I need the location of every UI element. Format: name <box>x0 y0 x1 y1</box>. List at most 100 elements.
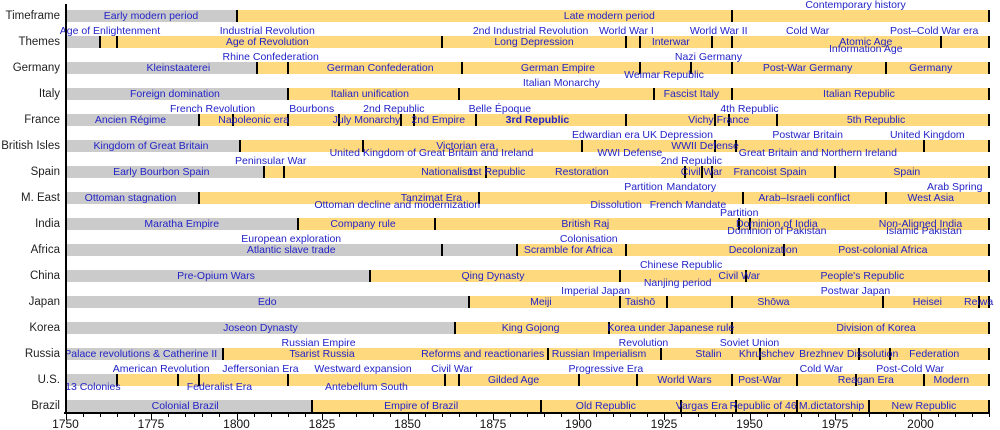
era-label[interactable]: Foreign domination <box>129 88 220 100</box>
era-label[interactable]: Information Age <box>828 43 903 55</box>
era-label[interactable]: Colonisation <box>559 233 618 245</box>
era-label[interactable]: Tsarist Russia <box>289 348 355 360</box>
era-label[interactable]: United Kingdom of Great Britain and Irel… <box>329 147 534 159</box>
era-label[interactable]: Nanjing period <box>643 277 712 289</box>
era-label[interactable]: Old Republic <box>575 400 636 412</box>
era-label[interactable]: WWII Defense <box>671 140 739 152</box>
era-label[interactable]: Federalist Era <box>186 381 253 393</box>
era-label[interactable]: Early Bourbon Spain <box>113 166 210 178</box>
era-label[interactable]: People's Republic <box>820 270 905 282</box>
era-label[interactable]: Spain <box>893 166 921 178</box>
era-label[interactable]: Partition <box>719 207 759 219</box>
era-label[interactable]: Industrial Revolution <box>219 25 315 37</box>
era-label[interactable]: Kingdom of Great Britain <box>93 140 209 152</box>
era-label[interactable]: Republic of 46 <box>729 400 797 412</box>
era-label[interactable]: Ancien Régime <box>94 114 167 126</box>
era-label[interactable]: 2nd Republic <box>660 155 723 167</box>
era-label[interactable]: Restoration <box>555 166 609 178</box>
era-label[interactable]: Weimar Republic <box>624 69 704 81</box>
era-label[interactable]: Taishō <box>624 296 656 308</box>
era-label[interactable]: Khrushchev <box>738 348 795 360</box>
era-label[interactable]: American Revolution <box>112 363 210 375</box>
era-label[interactable]: Dissolution <box>846 348 899 360</box>
era-label[interactable]: Post-Cold War <box>876 363 945 375</box>
era-label[interactable]: Post-colonial Africa <box>838 244 928 256</box>
era-label[interactable]: Postwar Britain <box>772 129 843 141</box>
era-label[interactable]: German Confederation <box>326 62 434 74</box>
era-label[interactable]: Italian Republic <box>823 88 895 100</box>
era-label[interactable]: West Asia <box>907 192 955 204</box>
era-label[interactable]: Stalin <box>695 348 722 360</box>
era-label[interactable]: Arab–Israeli conflict <box>758 192 851 204</box>
era-label[interactable]: WWI Defense <box>597 147 663 159</box>
era-label[interactable]: World War I <box>598 25 654 37</box>
era-label[interactable]: Korea under Japanese rule <box>607 322 735 334</box>
era-label[interactable]: Division of Korea <box>836 322 916 334</box>
era-label[interactable]: Shōwa <box>757 296 790 308</box>
era-label[interactable]: Qing Dynasty <box>461 270 525 282</box>
era-label[interactable]: Great Britain and Northern Ireland <box>738 147 897 159</box>
era-label[interactable]: Peninsular War <box>234 155 307 167</box>
era-label[interactable]: Reiwa <box>964 296 994 308</box>
era-label[interactable]: Rhine Confederation <box>222 51 319 63</box>
era-label[interactable]: Scramble for Africa <box>523 244 613 256</box>
era-label[interactable]: Germany <box>909 62 953 74</box>
era-label[interactable]: Dominion of Pakistan <box>727 225 827 237</box>
era-label[interactable]: Nazi Germany <box>674 51 743 63</box>
era-label[interactable]: 2nd Empire <box>411 114 466 126</box>
era-label[interactable]: World War II <box>689 25 748 37</box>
era-label[interactable]: Tanzimat Era <box>400 192 463 204</box>
era-label[interactable]: Belle Époque <box>468 103 532 115</box>
era-label[interactable]: 5th Republic <box>846 114 906 126</box>
era-label[interactable]: Antebellum South <box>325 381 408 393</box>
era-label[interactable]: Maratha Empire <box>144 218 220 230</box>
era-label[interactable]: July Monarchy <box>332 114 401 126</box>
era-label[interactable]: British Raj <box>561 218 610 230</box>
era-label[interactable]: Fascist Italy <box>663 88 720 100</box>
era-label[interactable]: M.dictatorship <box>798 400 865 412</box>
era-label[interactable]: Arab Spring <box>926 181 983 193</box>
era-label[interactable]: Francoist Spain <box>733 166 807 178</box>
era-label[interactable]: Edo <box>257 296 277 308</box>
era-label[interactable]: Jeffersonian Era <box>222 363 299 375</box>
era-label[interactable]: Nationalism <box>421 166 476 178</box>
era-label[interactable]: Russian Imperialism <box>551 348 647 360</box>
era-label[interactable]: Early modern period <box>103 10 199 22</box>
era-label[interactable]: Pre-Opium Wars <box>177 270 255 282</box>
era-label[interactable]: Late modern period <box>563 10 655 22</box>
era-label[interactable]: European exploration <box>241 233 342 245</box>
era-label[interactable]: Italian unification <box>330 88 409 100</box>
era-label[interactable]: Dissolution <box>590 199 642 211</box>
era-label[interactable]: Atomic Age <box>839 36 893 48</box>
era-label[interactable]: Reforms and reactionaries <box>421 348 545 360</box>
era-label[interactable]: Vargas Era <box>675 400 728 412</box>
era-label[interactable]: Decolonization <box>728 244 798 256</box>
era-label[interactable]: Age of Enlightenment <box>59 25 161 37</box>
era-label[interactable]: United Kingdom <box>889 129 965 141</box>
era-label[interactable]: Dominion of India <box>736 218 818 230</box>
era-label[interactable]: Victorian era <box>436 140 496 152</box>
era-label[interactable]: New Republic <box>891 400 957 412</box>
era-label[interactable]: Napoleonic era <box>218 114 289 126</box>
era-label[interactable]: Brezhnev <box>799 348 844 360</box>
era-label[interactable]: Empire of Brazil <box>384 400 459 412</box>
era-label[interactable]: Partition <box>624 181 663 193</box>
era-label[interactable]: Russian Empire <box>281 337 356 349</box>
era-label[interactable]: Civil War <box>431 363 473 375</box>
era-label[interactable]: Islamic Pakistan <box>885 225 962 237</box>
era-label[interactable]: Post-War <box>738 374 782 386</box>
era-label[interactable]: 2nd Industrial Revolution <box>472 25 589 37</box>
era-label[interactable]: Italian Monarchy <box>522 77 600 89</box>
era-label[interactable]: King Gojong <box>501 322 560 334</box>
era-label[interactable]: Westward expansion <box>314 363 412 375</box>
era-label[interactable]: Palace revolutions & Catherine II <box>64 348 218 360</box>
era-label[interactable]: Mandatory <box>666 181 717 193</box>
era-label[interactable]: Revolution <box>618 337 669 349</box>
era-label[interactable]: 4th Republic <box>720 103 779 115</box>
era-label[interactable]: 2nd Republic <box>363 103 425 115</box>
era-label[interactable]: German Empire <box>520 62 596 74</box>
era-label[interactable]: Edwardian era <box>572 129 640 141</box>
era-label[interactable]: Ottoman stagnation <box>84 192 177 204</box>
era-label[interactable]: Post–Cold War era <box>890 25 979 37</box>
era-label[interactable]: Contemporary history <box>805 0 906 11</box>
